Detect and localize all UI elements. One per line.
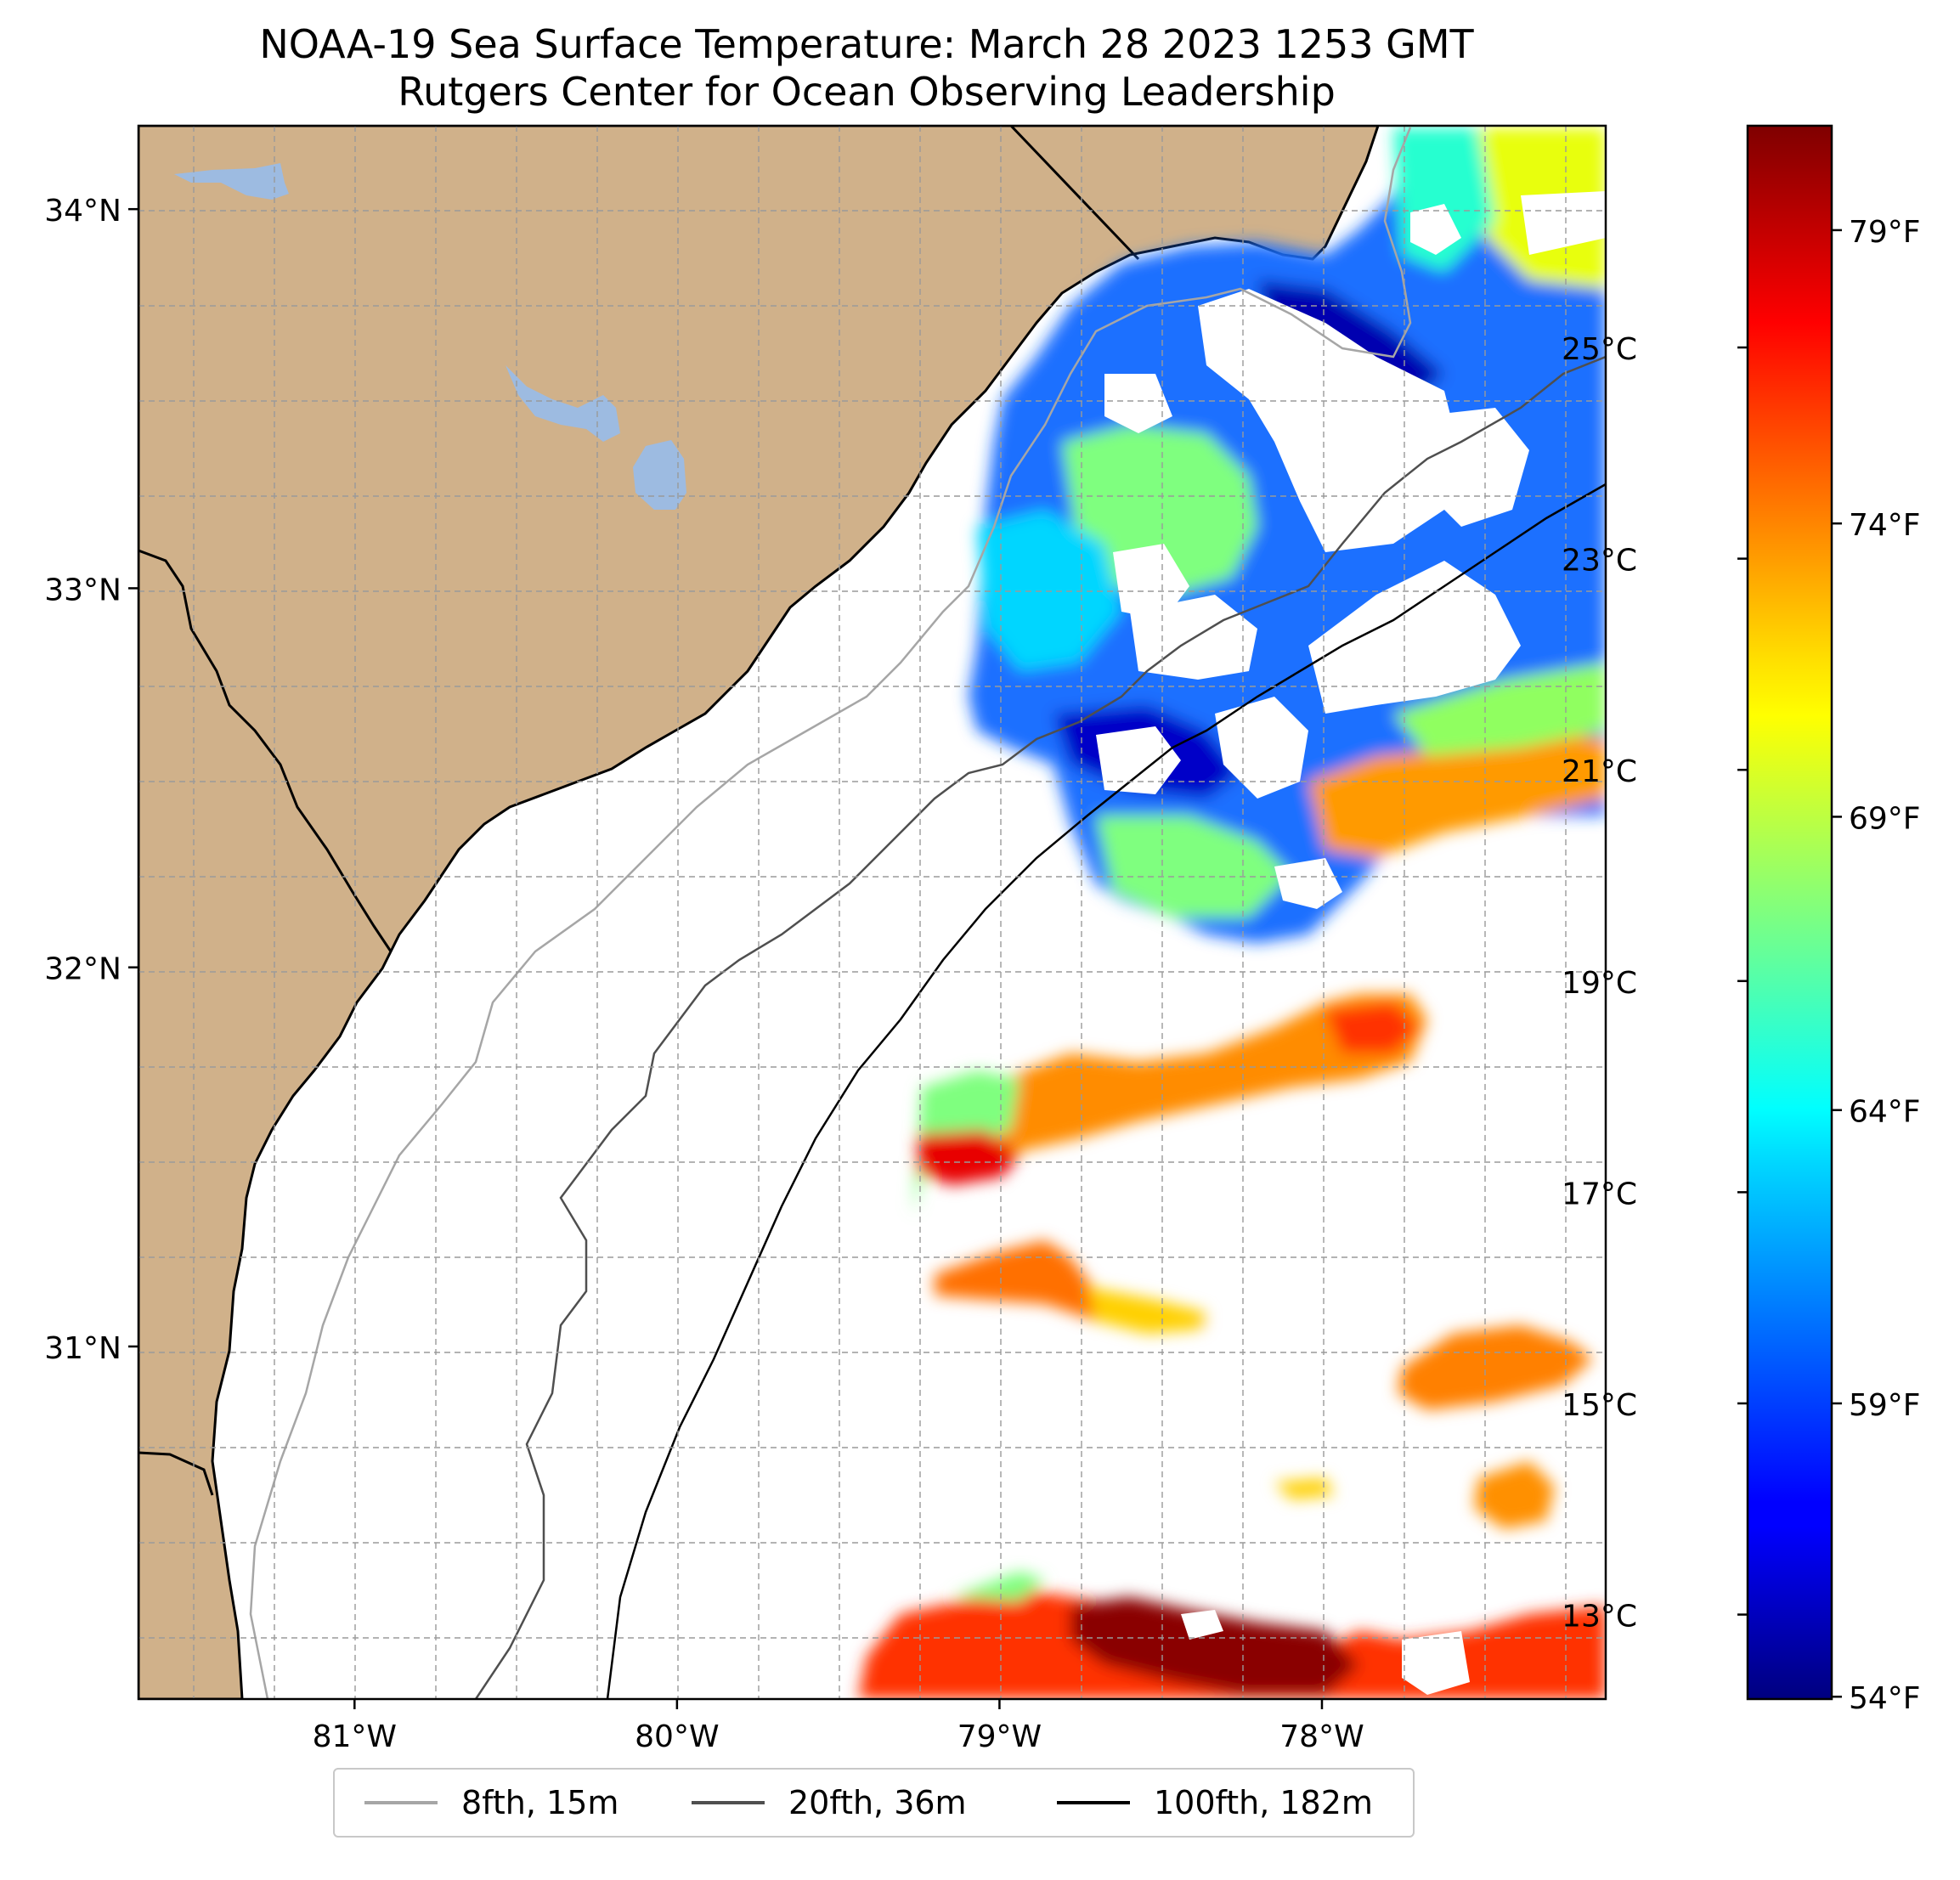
cloud-gap-13 [1402,1631,1470,1695]
celsius-tick-label: 15°C [1562,1388,1637,1423]
sst-patch-mid-yellow [1087,1287,1206,1334]
map-subtitle: Rutgers Center for Ocean Observing Leade… [398,69,1336,115]
lat-tick-label: 33°N [44,573,121,607]
celsius-tick-label: 19°C [1562,966,1637,1001]
lon-tick-label: 81°W [313,1719,397,1754]
celsius-tick-label: 17°C [1562,1177,1637,1211]
sst-patch-green-3 [1393,663,1606,756]
colorbar [1746,124,1833,1701]
sst-patch-east-2 [1474,1461,1555,1529]
sst-patch-green-1 [1062,425,1257,595]
lat-tick-label: 31°N [44,1331,121,1366]
state-border [138,549,393,952]
legend-label-8fth: 8fth, 15m [461,1784,619,1821]
cloud-gap-11 [1274,858,1342,909]
land-mass [138,126,1380,1699]
sst-band-red-2 [1325,1002,1419,1053]
state-border-3 [138,1451,214,1496]
map-frame [137,124,1607,1701]
lake-marion [506,365,620,442]
sst-patch-warm-1 [1308,731,1606,858]
cloud-gap-4 [1113,544,1189,620]
cloud-gap-7 [1215,697,1308,799]
sst-band-red [918,1130,1020,1185]
cloud-gap-3 [1104,374,1172,433]
lat-tick-label: 32°N [44,952,121,987]
cloud-gap-1 [1198,289,1461,552]
celsius-tick-label: 23°C [1562,544,1637,579]
isobath-8fth [249,127,1412,1699]
cloud-gap-10 [1096,726,1181,794]
sst-patch-south-darkred [1070,1597,1359,1695]
sst-patch-south-green [952,1572,1045,1601]
state-border-2 [1009,126,1140,261]
fahrenheit-tick-label: 69°F [1849,801,1921,836]
legend-label-100fth: 100fth, 182m [1154,1784,1373,1821]
legend-line-20fth [692,1801,765,1804]
cloud-gap-9 [1410,204,1461,255]
fahrenheit-tick-label: 64°F [1849,1095,1921,1130]
sst-band-warm [922,994,1427,1172]
graticule [138,126,1606,1699]
legend-line-100fth [1057,1801,1130,1804]
legend-label-20fth: 20fth, 36m [788,1784,967,1821]
celsius-tick-label: 25°C [1562,332,1637,367]
lon-tick-label: 78°W [1279,1719,1364,1754]
colorbar-ticks: 25°C 23°C 21°C 19°C 17°C 15°C 13°C 79°F 74°F 69°F… [1562,215,1920,1716]
isobath-20fth [474,355,1606,1699]
map-axes: 34°N 33°N 32°N 31°N 81°W 80°W 79°W 78°W [44,194,1364,1754]
lon-tick-label: 79°W [957,1719,1042,1754]
cloud-gap-12 [1181,1610,1223,1640]
lake-moultrie [633,440,686,510]
isobath-legend: 8fth, 15m 20fth, 36m 100fth, 182m [333,1768,1415,1838]
isobath-100fth [606,483,1606,1699]
legend-item-100fth: 100fth, 182m [1057,1770,1373,1836]
fahrenheit-tick-label: 59°F [1849,1388,1921,1423]
map-title: NOAA-19 Sea Surface Temperature: March 2… [259,21,1474,67]
lake-north [174,163,289,200]
legend-item-8fth: 8fth, 15m [364,1770,619,1836]
celsius-tick-label: 21°C [1562,754,1637,789]
cloud-gap-8 [1521,191,1606,255]
cloud-gap-2 [1419,408,1529,527]
lat-tick-label: 34°N [44,194,121,229]
legend-line-8fth [364,1801,438,1804]
cloud-gap-6 [1308,561,1521,714]
fahrenheit-tick-label: 74°F [1849,508,1921,543]
celsius-tick-label: 13°C [1562,1600,1637,1634]
lon-tick-label: 80°W [635,1719,719,1754]
sst-patch-east-1 [1398,1325,1593,1410]
fahrenheit-tick-label: 54°F [1849,1681,1921,1716]
sst-data [858,127,1606,1699]
legend-item-20fth: 20fth, 36m [692,1770,967,1836]
sst-patch-cyan-1 [977,510,1121,671]
sst-patch-east-3 [1274,1478,1334,1499]
fahrenheit-tick-label: 79°F [1849,215,1921,250]
